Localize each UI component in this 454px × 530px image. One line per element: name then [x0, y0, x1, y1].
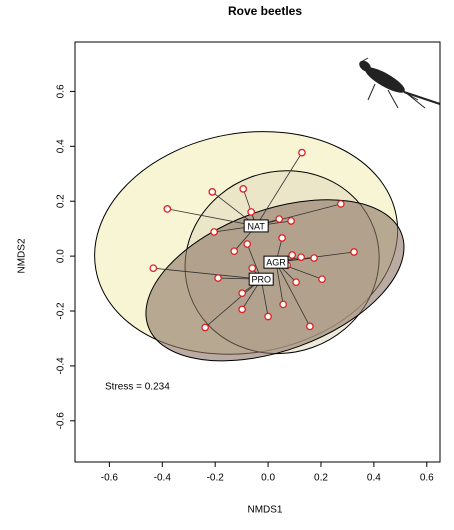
site-point	[150, 265, 156, 271]
chart-title: Rove beetles	[228, 4, 302, 18]
site-point	[202, 324, 208, 330]
site-point	[215, 275, 221, 281]
site-point	[293, 279, 299, 285]
y-tick-label: 0.4	[56, 139, 67, 153]
x-tick-label: 0.4	[367, 473, 381, 484]
y-tick-label: 0.6	[56, 84, 67, 98]
site-point	[351, 249, 357, 255]
site-point	[288, 218, 294, 224]
site-point	[209, 189, 215, 195]
y-tick-label: 0.0	[56, 249, 67, 263]
centroid-label: AGR	[266, 258, 286, 268]
x-tick-label: 0.6	[420, 473, 434, 484]
y-tick-label: -0.6	[56, 412, 67, 430]
centroid-label: PRO	[251, 275, 271, 285]
site-point	[231, 248, 237, 254]
beetle-icon	[358, 58, 440, 108]
x-tick-label: -0.4	[154, 473, 172, 484]
site-point	[239, 306, 245, 312]
site-point	[276, 216, 282, 222]
site-point	[299, 149, 305, 155]
y-axis-label: NMDS2	[17, 238, 28, 273]
site-point	[164, 206, 170, 212]
site-point	[239, 290, 245, 296]
site-point	[338, 201, 344, 207]
site-point	[307, 323, 313, 329]
site-point	[289, 252, 295, 258]
y-tick-label: -0.2	[56, 302, 67, 320]
site-point	[240, 186, 246, 192]
x-tick-label: 0.2	[314, 473, 328, 484]
x-tick-label: 0.0	[261, 473, 275, 484]
x-axis-label: NMDS1	[247, 505, 282, 516]
site-point	[280, 301, 286, 307]
x-tick-label: -0.2	[207, 473, 225, 484]
chart: Rove beetles NMDS1 NMDS2 -0.6 -0.4 -0.2 0.0…	[0, 0, 454, 525]
site-point	[244, 241, 250, 247]
stress-annotation: Stress = 0.234	[105, 382, 170, 393]
x-tick-label: -0.6	[101, 473, 119, 484]
site-point	[265, 313, 271, 319]
site-point	[279, 235, 285, 241]
site-point	[298, 254, 304, 260]
site-point	[211, 229, 217, 235]
site-point	[311, 255, 317, 261]
site-point	[249, 265, 255, 271]
site-point	[248, 209, 254, 215]
site-point	[319, 276, 325, 282]
y-tick-label: 0.2	[56, 194, 67, 208]
y-tick-label: -0.4	[56, 357, 67, 375]
centroid-label: NAT	[248, 221, 266, 231]
